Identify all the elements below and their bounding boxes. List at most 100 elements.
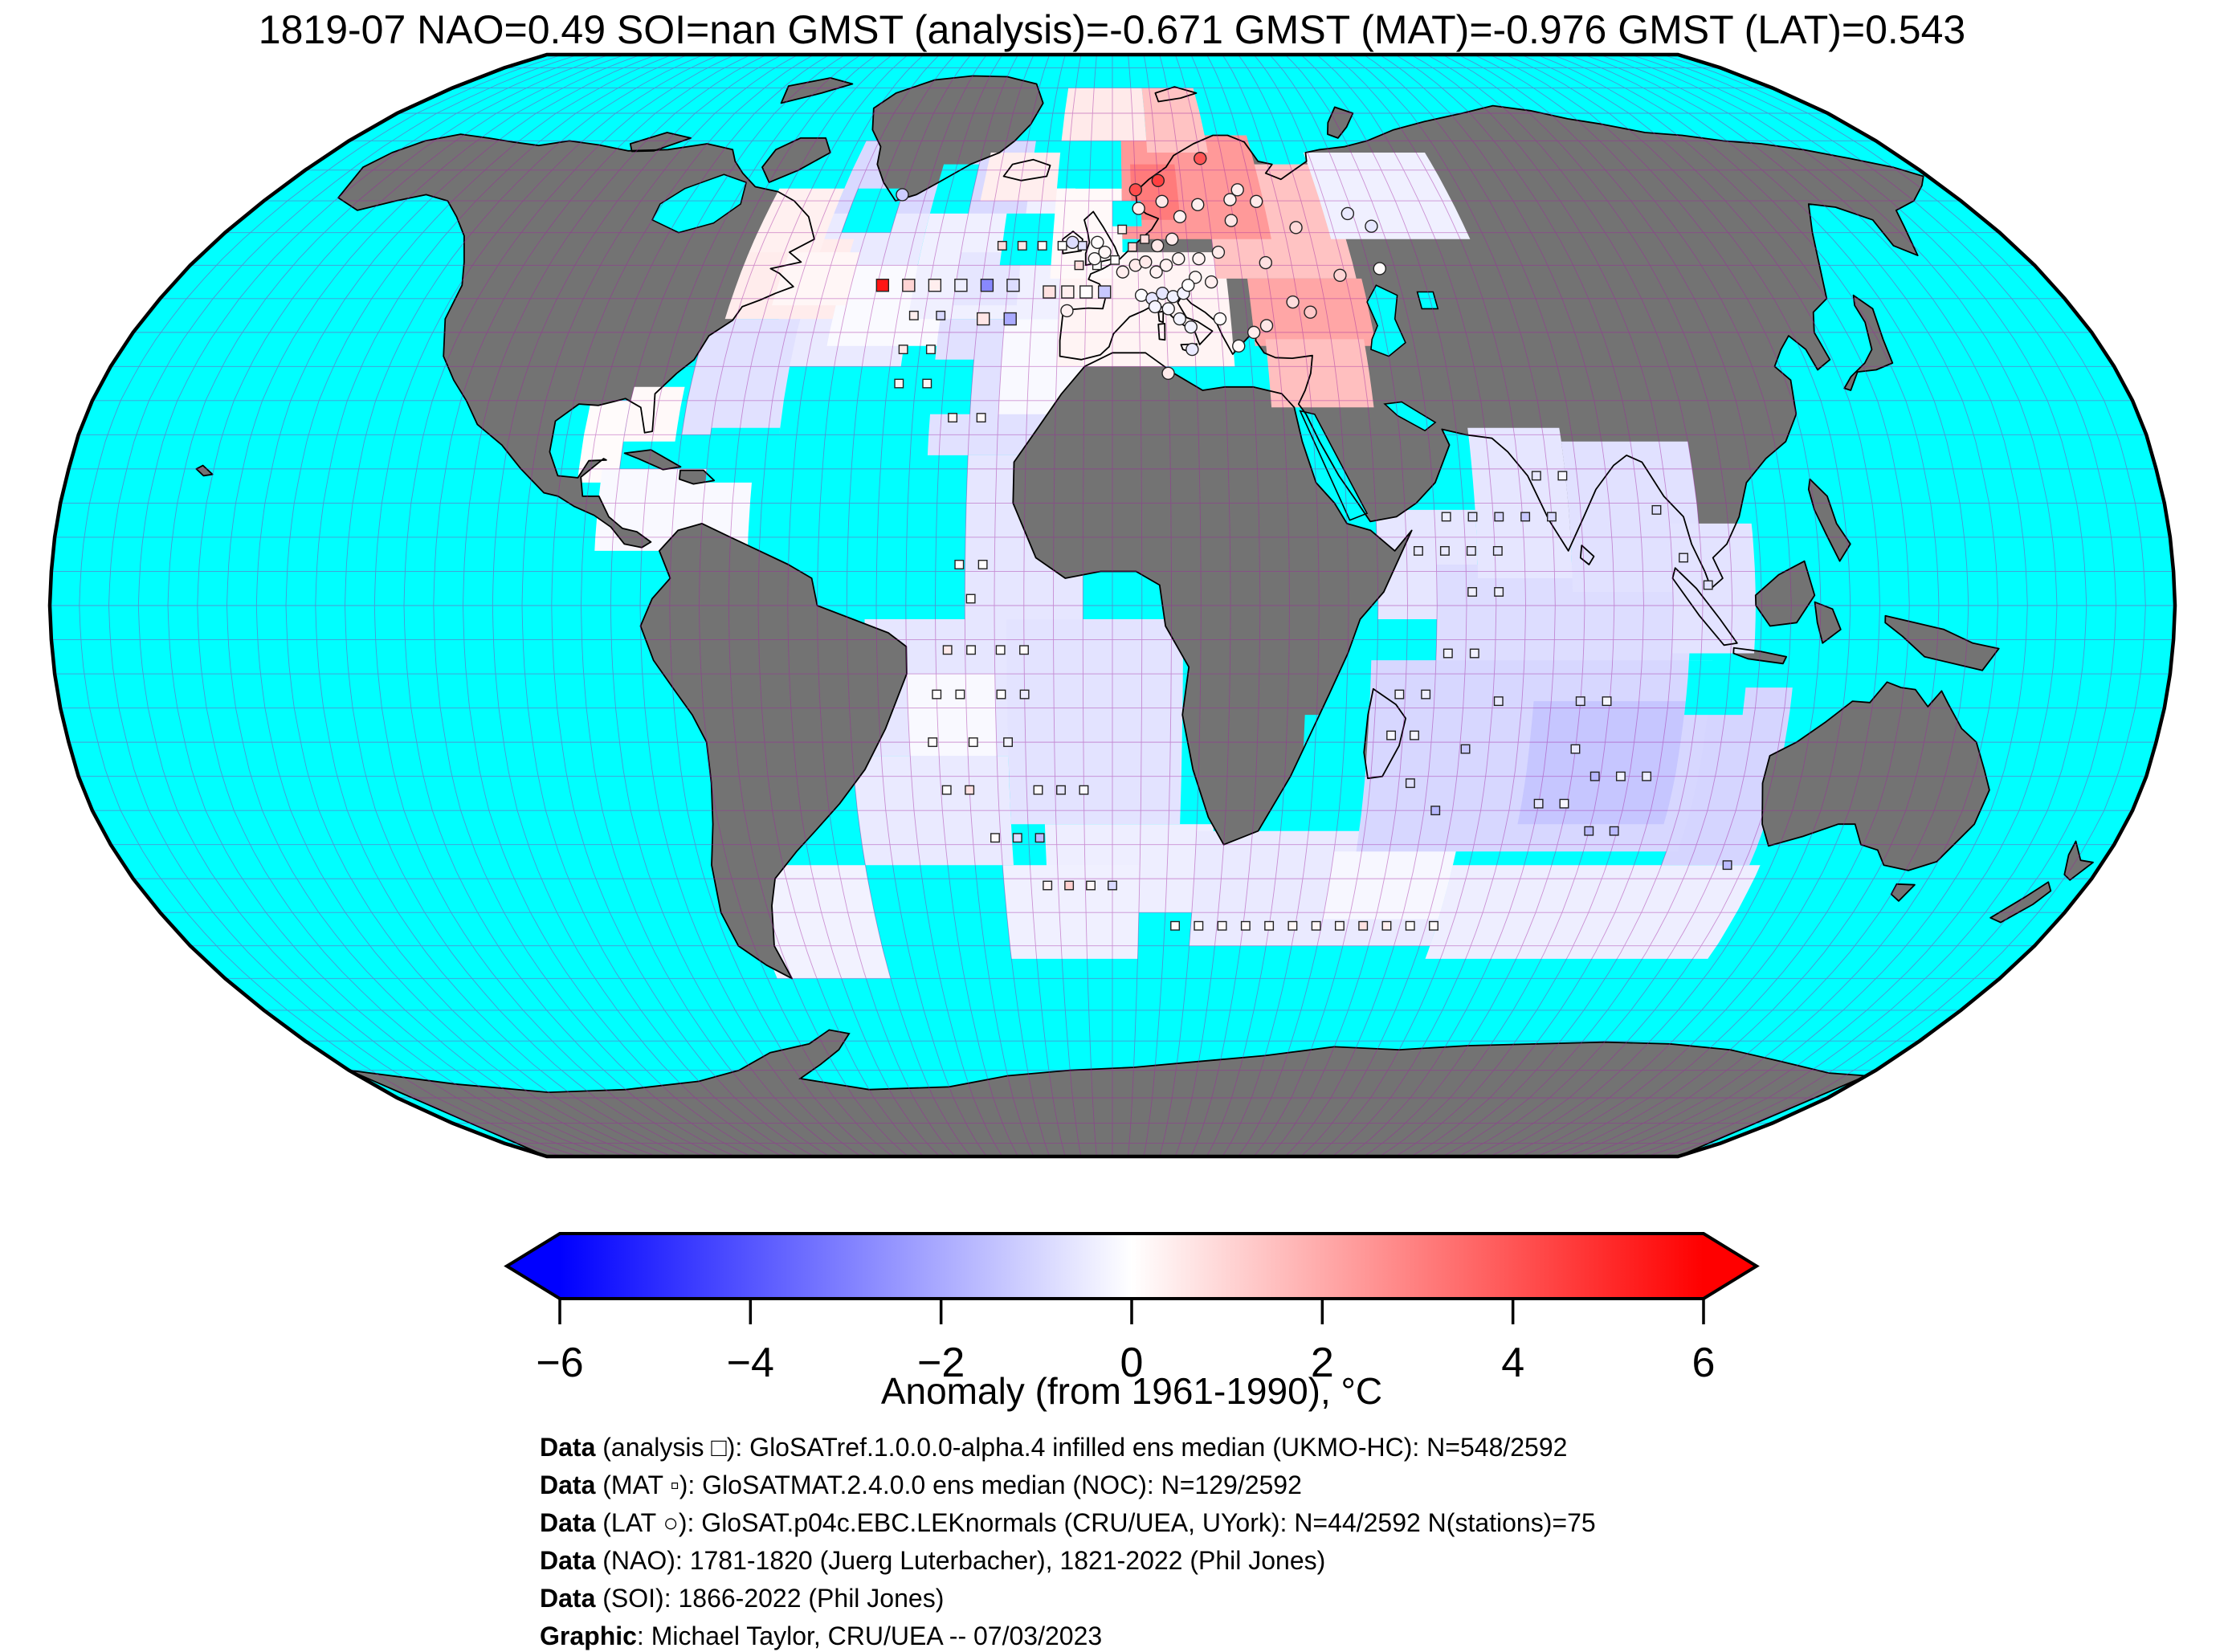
caption-line-soi: Data (SOI): 1866-2022 (Phil Jones) <box>540 1580 1596 1617</box>
analysis-cell-marker <box>977 312 990 326</box>
lat-station-marker <box>1204 275 1218 289</box>
landmass-southamerica <box>640 523 907 979</box>
caption-bold-label: Data <box>540 1508 596 1537</box>
mat-cell-marker <box>1642 771 1652 781</box>
no-data-cell <box>1075 141 1122 189</box>
lat-station-marker <box>1155 194 1169 209</box>
lat-station-marker <box>1191 198 1205 212</box>
mat-cell-marker <box>965 785 975 795</box>
lat-station-marker <box>1172 251 1185 266</box>
lat-station-marker <box>1289 221 1303 235</box>
mat-cell-marker <box>898 345 908 355</box>
mat-cell-marker <box>936 310 946 320</box>
lat-station-marker <box>1211 245 1226 259</box>
anomaly-cell <box>1006 619 1184 825</box>
mat-cell-marker <box>977 560 988 569</box>
mat-cell-marker <box>1019 689 1030 700</box>
colorbar-gradient <box>560 1234 1704 1299</box>
lat-station-marker <box>1213 312 1227 326</box>
lat-station-marker <box>1286 295 1300 309</box>
anomaly-cell <box>1467 427 1573 578</box>
mat-cell-marker <box>966 645 976 655</box>
analysis-cell-marker <box>1043 285 1056 299</box>
anomaly-cell <box>1322 851 1456 920</box>
mat-cell-marker <box>1217 920 1227 931</box>
no-data-cell <box>1301 715 1364 784</box>
mat-cell-marker <box>1037 240 1047 251</box>
hudson-bay <box>651 173 748 234</box>
analysis-cell-marker <box>875 279 890 292</box>
lat-station-marker <box>1128 183 1143 197</box>
anomaly-cell <box>980 153 1061 202</box>
lat-station-marker <box>1304 305 1317 319</box>
mat-cell-marker <box>1074 260 1084 271</box>
caption-line-analysis: Data (analysis □): GloSATref.1.0.0.0-alp… <box>540 1429 1596 1466</box>
mat-cell-marker <box>1602 696 1612 707</box>
mat-cell-marker <box>1386 730 1397 740</box>
figure-caption: Data (analysis □): GloSATref.1.0.0.0-alp… <box>540 1429 1596 1652</box>
lat-station-marker <box>1132 202 1145 215</box>
anomaly-cell <box>1002 865 1141 959</box>
landmass-victoria_is <box>630 133 692 152</box>
mat-cell-marker <box>1264 920 1275 931</box>
mat-cell-marker <box>908 310 919 320</box>
anomaly-cell <box>1141 88 1208 153</box>
lat-station-marker <box>1247 325 1261 340</box>
mat-cell-marker <box>1609 826 1619 836</box>
caption-text: (LAT ○): GloSAT.p04c.EBC.LEKnormals (CRU… <box>595 1508 1596 1537</box>
mat-cell-marker <box>1311 920 1321 931</box>
mat-cell-marker <box>1017 240 1027 251</box>
mat-cell-marker <box>1056 785 1066 795</box>
landmass-sulawesi <box>1814 602 1841 643</box>
mat-cell-marker <box>1467 512 1478 522</box>
analysis-cell-marker <box>1061 285 1075 299</box>
mat-cell-marker <box>1381 920 1392 931</box>
caption-text: : Michael Taylor, CRU/UEA -- 07/03/2023 <box>636 1621 1103 1650</box>
anomaly-cell <box>1425 865 1761 959</box>
landmass-baffin <box>762 137 830 183</box>
mat-cell-marker <box>1012 833 1022 843</box>
lat-station-marker <box>1223 193 1237 206</box>
mat-cell-marker <box>1110 255 1120 265</box>
mat-cell-marker <box>954 560 965 569</box>
mat-cell-marker <box>990 833 1000 843</box>
mat-cell-marker <box>1170 920 1180 931</box>
figure-title: 1819-07 NAO=0.49 SOI=nan GMST (analysis)… <box>258 7 1966 52</box>
mat-cell-marker <box>1589 771 1600 781</box>
anomaly-cell <box>772 252 860 306</box>
lat-station-marker <box>1249 194 1263 209</box>
mat-cell-marker <box>1405 778 1415 789</box>
mat-cell-marker <box>1494 587 1504 597</box>
caption-text: (SOI): 1866-2022 (Phil Jones) <box>595 1584 945 1613</box>
mat-cell-marker <box>1033 785 1043 795</box>
no-data-cell <box>841 188 904 233</box>
mat-cell-marker <box>1117 224 1128 235</box>
mat-cell-marker <box>1413 545 1423 556</box>
aral-sea <box>1416 291 1439 310</box>
mat-cell-marker <box>922 378 932 389</box>
persian-gulf <box>1383 401 1437 432</box>
caption-line-lat: Data (LAT ○): GloSAT.p04c.EBC.LEKnormals… <box>540 1504 1596 1542</box>
mat-cell-marker <box>1492 545 1503 556</box>
caption-bold-label: Data <box>540 1470 596 1499</box>
mat-cell-marker <box>948 413 958 423</box>
mat-cell-marker <box>1559 798 1569 809</box>
no-data-cell <box>929 164 980 214</box>
analysis-cell-marker <box>1097 285 1112 299</box>
mat-cell-marker <box>1651 504 1662 515</box>
lat-station-marker <box>1116 265 1130 279</box>
mat-cell-marker <box>968 737 978 748</box>
mat-cell-marker <box>1064 880 1075 891</box>
mat-cell-marker <box>1466 545 1476 556</box>
mat-cell-marker <box>1439 545 1450 556</box>
analysis-cell-marker <box>980 279 994 292</box>
landmass-antarctica <box>349 1030 1867 1156</box>
lat-station-marker <box>1373 262 1386 275</box>
mat-cell-marker <box>1441 512 1451 522</box>
lat-station-marker <box>1098 245 1112 259</box>
mat-cell-marker <box>1410 730 1419 740</box>
analysis-cell-marker <box>1006 279 1020 292</box>
caption-text: (analysis □): GloSATref.1.0.0.0-alpha.4 … <box>595 1433 1568 1462</box>
colorbar-tick-label: 2 <box>1311 1340 1334 1386</box>
lat-station-marker <box>1259 255 1272 270</box>
